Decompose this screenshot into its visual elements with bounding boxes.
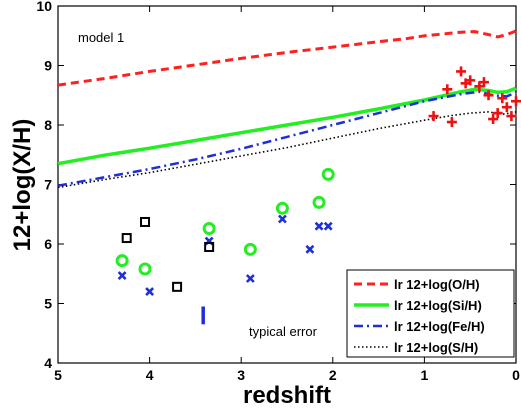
plus-marker (478, 77, 489, 88)
plus-marker (483, 90, 494, 101)
x-tick-label: 4 (146, 367, 154, 383)
series-layer (57, 29, 517, 189)
y-axis-label: 12+log(X/H) (9, 119, 36, 252)
series-line-1 (57, 29, 517, 87)
plus-marker (506, 111, 517, 122)
circle-marker (312, 195, 326, 209)
plus-marker (442, 84, 453, 95)
circle-marker (138, 262, 152, 276)
y-tick-label: 10 (36, 0, 52, 14)
legend-label-3: lr 12+log(Fe/H) (394, 319, 485, 334)
circle-marker (321, 167, 335, 181)
plus-marker (511, 96, 521, 107)
plus-marker (446, 117, 457, 128)
y-tick-label: 5 (44, 296, 52, 312)
plus-marker (501, 102, 512, 113)
x-tick-label: 2 (329, 367, 337, 383)
circle-marker (275, 201, 289, 215)
legend-label-4: lr 12+log(S/H) (394, 340, 478, 355)
legend: lr 12+log(O/H) lr 12+log(Si/H) lr 12+log(F… (346, 269, 515, 358)
square-marker (121, 233, 132, 244)
plus-marker (428, 111, 439, 122)
marker-layer (115, 66, 521, 297)
x-marker (314, 221, 324, 231)
x-marker (245, 274, 255, 283)
square-marker (140, 216, 151, 227)
x-tick-label: 1 (421, 367, 429, 383)
square-marker (204, 241, 215, 252)
plus-marker (492, 108, 503, 119)
y-tick-label: 7 (44, 177, 52, 193)
x-marker-b (314, 221, 324, 231)
x-marker-b (117, 271, 127, 280)
x-marker-b (323, 221, 333, 231)
x-marker (117, 271, 127, 280)
y-tick-label: 9 (44, 58, 52, 74)
x-marker-b (145, 287, 155, 297)
x-marker (323, 221, 333, 231)
series-line-2 (57, 86, 517, 166)
x-marker (305, 244, 315, 254)
plus-marker (488, 114, 499, 125)
x-marker (278, 214, 287, 224)
x-marker (145, 287, 155, 297)
x-tick-label: 5 (54, 367, 62, 383)
legend-label-1: lr 12+log(O/H) (394, 277, 480, 292)
x-marker-b (305, 244, 315, 254)
y-tick-label: 8 (44, 117, 52, 133)
circle-marker (243, 242, 257, 256)
circle-marker (115, 254, 129, 268)
legend-label-2: lr 12+log(Si/H) (394, 298, 482, 313)
plus-marker (465, 75, 476, 86)
y-tick-label: 6 (44, 236, 52, 252)
model-annotation: model 1 (78, 30, 124, 45)
series-line-4 (57, 111, 517, 189)
x-tick-label: 0 (512, 367, 520, 383)
typical-error-label: typical error (249, 324, 318, 339)
x-tick-label: 3 (237, 367, 245, 383)
circle-marker (202, 222, 216, 236)
plus-marker (456, 66, 467, 77)
x-axis-label: redshift (243, 382, 331, 409)
x-marker-b (278, 214, 287, 224)
y-tick-label: 4 (44, 355, 52, 371)
square-marker (172, 281, 183, 292)
typical-error: typical error (201, 306, 318, 339)
series-line-3 (57, 90, 517, 187)
plus-marker (497, 93, 508, 104)
x-marker-b (245, 274, 255, 283)
